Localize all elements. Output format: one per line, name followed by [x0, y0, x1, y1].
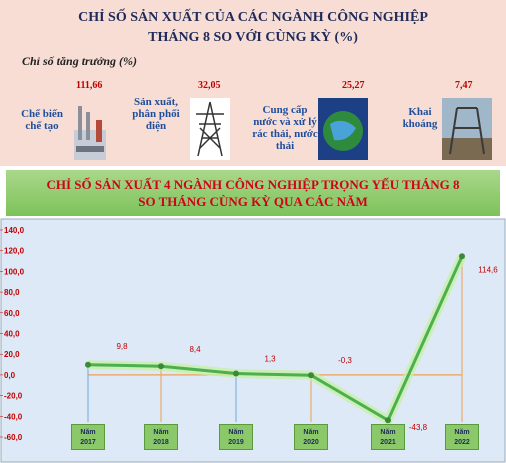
data-label: -43,8	[409, 423, 428, 432]
x-tick-label: Năm 2018	[144, 424, 178, 450]
data-label: 114,6	[478, 265, 498, 274]
title: CHỈ SỐ SẢN XUẤT CỦA CÁC NGÀNH CÔNG NGHIỆ…	[0, 10, 506, 26]
x-tick-label: Năm 2020	[294, 424, 328, 450]
chart-title-line: SO THÁNG CÙNG KỲ QUA CÁC NĂM	[138, 194, 367, 209]
y-tick-label: 20,0	[4, 350, 20, 359]
power-icon	[190, 98, 230, 160]
point	[85, 362, 91, 368]
point	[308, 372, 314, 378]
y-tick-label: 40,0	[4, 330, 20, 339]
y-tick-label: 0,0	[4, 371, 16, 380]
y-tick-label: 120,0	[4, 247, 25, 256]
x-tick-label: Năm 2017	[71, 424, 105, 450]
y-tick-label: 60,0	[4, 309, 20, 318]
point	[233, 371, 239, 377]
chart-title: CHỈ SỐ SẢN XUẤT 4 NGÀNH CÔNG NGHIỆP TRỌN…	[6, 170, 500, 216]
y-tick-label: 80,0	[4, 288, 20, 297]
industry-value: 7,47	[455, 80, 473, 91]
y-tick-label: 100,0	[4, 267, 25, 276]
y-tick-label: -40,0	[4, 412, 23, 421]
summary-panel: CHỈ SỐ SẢN XUẤT CỦA CÁC NGÀNH CÔNG NGHIỆ…	[0, 0, 506, 166]
y-tick-label: 140,0	[4, 226, 25, 235]
mining-icon	[442, 98, 492, 160]
point	[385, 417, 391, 423]
subtitle: Chỉ số tăng trưởng (%)	[22, 54, 137, 69]
x-tick-label: Năm 2022	[445, 424, 479, 450]
data-label: 1,3	[264, 355, 276, 364]
industry-value: 32,05	[198, 80, 221, 91]
chart-title-line: CHỈ SỐ SẢN XUẤT 4 NGÀNH CÔNG NGHIỆP TRỌN…	[46, 177, 459, 192]
x-tick-label: Năm 2021	[371, 424, 405, 450]
industry-value: 111,66	[76, 80, 102, 91]
y-tick-label: -20,0	[4, 392, 23, 401]
x-tick-label: Năm 2019	[219, 424, 253, 450]
data-label: 8,4	[189, 345, 201, 354]
page: CHỈ SỐ SẢN XUẤT CỦA CÁC NGÀNH CÔNG NGHIỆ…	[0, 0, 506, 463]
industry-label: Khai khoáng	[400, 106, 440, 130]
industry-label: Cung cấp nước và xử lý rác thải, nước th…	[252, 104, 318, 152]
industry-label: Sản xuất, phân phối điện	[130, 96, 182, 132]
data-label: -0,3	[338, 356, 352, 365]
title: THÁNG 8 SO VỚI CÙNG KỲ (%)	[0, 30, 506, 46]
factory-icon	[72, 100, 108, 162]
industry-label: Chế biến chế tạo	[18, 108, 66, 132]
water-icon	[318, 98, 368, 160]
y-tick-label: -60,0	[4, 433, 23, 442]
industry-value: 25,27	[342, 80, 365, 91]
data-label: 9,8	[116, 342, 128, 351]
point	[459, 253, 465, 259]
point	[158, 363, 164, 369]
